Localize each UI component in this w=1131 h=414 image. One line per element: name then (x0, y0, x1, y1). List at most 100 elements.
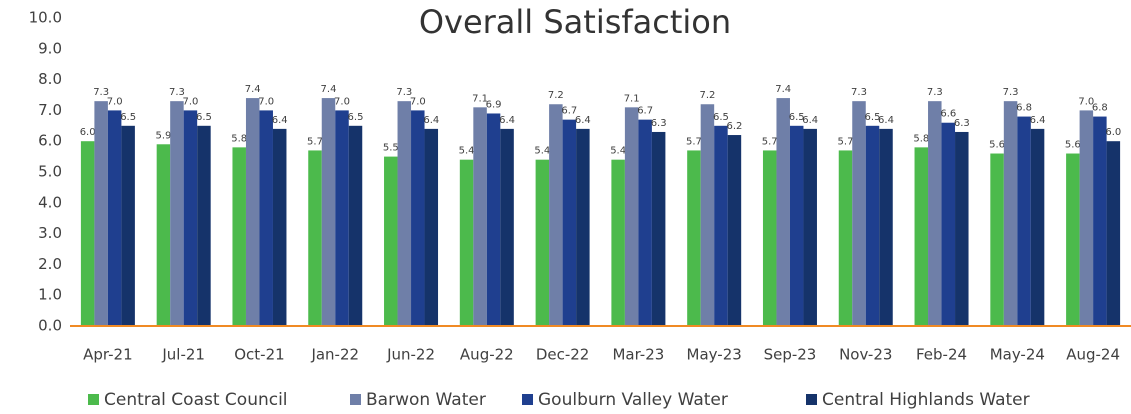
data-label: 5.8 (231, 133, 247, 144)
data-label: 6.5 (865, 112, 881, 123)
data-label: 5.4 (534, 146, 550, 157)
data-label: 6.7 (561, 106, 577, 117)
data-label: 6.2 (726, 121, 742, 132)
y-tick-label: 7.0 (38, 101, 62, 119)
bar (838, 150, 853, 326)
data-label: 7.0 (410, 96, 426, 107)
bar (272, 128, 287, 326)
data-label: 6.5 (196, 112, 212, 123)
data-label: 5.8 (913, 133, 929, 144)
y-tick-label: 6.0 (38, 132, 62, 150)
bar (107, 110, 122, 327)
data-label: 7.0 (107, 96, 123, 107)
y-tick-label: 1.0 (38, 286, 62, 304)
bar (384, 156, 398, 326)
bar (232, 147, 246, 326)
bar (424, 128, 439, 326)
x-tick-label: Dec-22 (536, 346, 590, 364)
bar (914, 147, 929, 326)
bar (321, 98, 336, 326)
legend-swatch (350, 394, 361, 405)
data-label: 6.4 (423, 115, 439, 126)
bar (928, 101, 942, 326)
bar (183, 110, 198, 327)
data-label: 7.1 (472, 93, 488, 104)
bar (94, 101, 108, 326)
x-tick-label: Jan-22 (310, 346, 359, 364)
legend-label: Central Coast Council (104, 390, 288, 410)
y-tick-label: 5.0 (38, 163, 62, 181)
bar (549, 104, 563, 327)
bar (170, 101, 184, 326)
bar (197, 125, 211, 326)
x-tick-label: Oct-21 (234, 346, 284, 364)
data-label: 6.4 (1030, 115, 1046, 126)
data-label: 6.5 (713, 112, 729, 123)
y-tick-label: 9.0 (38, 39, 62, 57)
bar (500, 128, 514, 326)
data-label: 7.2 (548, 90, 564, 101)
legend-label: Barwon Water (366, 390, 486, 410)
data-label: 6.4 (575, 115, 591, 126)
data-label: 5.7 (838, 136, 854, 147)
bar (789, 125, 804, 326)
bar (486, 113, 501, 326)
data-label: 7.1 (624, 93, 640, 104)
bar (1079, 110, 1094, 327)
bar (941, 122, 956, 326)
bar (121, 125, 135, 326)
data-label: 5.6 (989, 140, 1005, 151)
title-background (392, 2, 758, 46)
bar (611, 159, 625, 326)
data-label: 6.6 (940, 109, 956, 120)
data-label: 7.4 (321, 84, 337, 95)
data-label: 6.5 (348, 112, 364, 123)
data-label: 5.5 (383, 143, 399, 154)
bar (397, 101, 412, 326)
legend-swatch (806, 394, 817, 405)
data-label: 6.8 (1092, 103, 1108, 114)
legend-label: Central Highlands Water (822, 390, 1030, 410)
x-tick-label: Jun-22 (386, 346, 435, 364)
data-label: 6.3 (651, 118, 667, 129)
bar (1093, 116, 1107, 326)
bar (803, 128, 817, 326)
data-label: 7.3 (1003, 87, 1019, 98)
data-label: 7.4 (775, 84, 791, 95)
bar (459, 159, 474, 326)
bar (1017, 116, 1031, 326)
data-label: 6.4 (499, 115, 515, 126)
data-label: 5.6 (1065, 140, 1081, 151)
legend-label: Goulburn Valley Water (538, 390, 728, 410)
bar (335, 110, 349, 327)
bar (955, 131, 969, 326)
bar (259, 110, 273, 327)
chart-title: Overall Satisfaction (419, 3, 731, 41)
bar (879, 128, 893, 326)
y-tick-label: 3.0 (38, 224, 62, 242)
x-tick-label: Feb-24 (916, 346, 967, 364)
x-tick-label: Nov-23 (839, 346, 892, 364)
data-label: 7.0 (334, 96, 350, 107)
x-tick-label: Mar-23 (612, 346, 664, 364)
y-tick-label: 0.0 (38, 317, 62, 335)
x-tick-label: Jul-21 (161, 346, 205, 364)
bar (80, 141, 95, 326)
x-tick-label: May-23 (687, 346, 742, 364)
data-label: 6.4 (802, 115, 818, 126)
bar (576, 128, 590, 326)
data-label: 7.3 (927, 87, 943, 98)
bar (1106, 141, 1121, 326)
data-label: 5.4 (459, 146, 475, 157)
data-label: 6.0 (80, 127, 96, 138)
data-label: 7.3 (851, 87, 867, 98)
y-tick-label: 8.0 (38, 70, 62, 88)
data-label: 6.3 (954, 118, 970, 129)
bar (1030, 128, 1045, 326)
bar (651, 131, 666, 326)
bar (156, 144, 171, 326)
x-tick-label: Sep-23 (764, 346, 817, 364)
data-label: 7.3 (93, 87, 109, 98)
bar (776, 98, 790, 326)
